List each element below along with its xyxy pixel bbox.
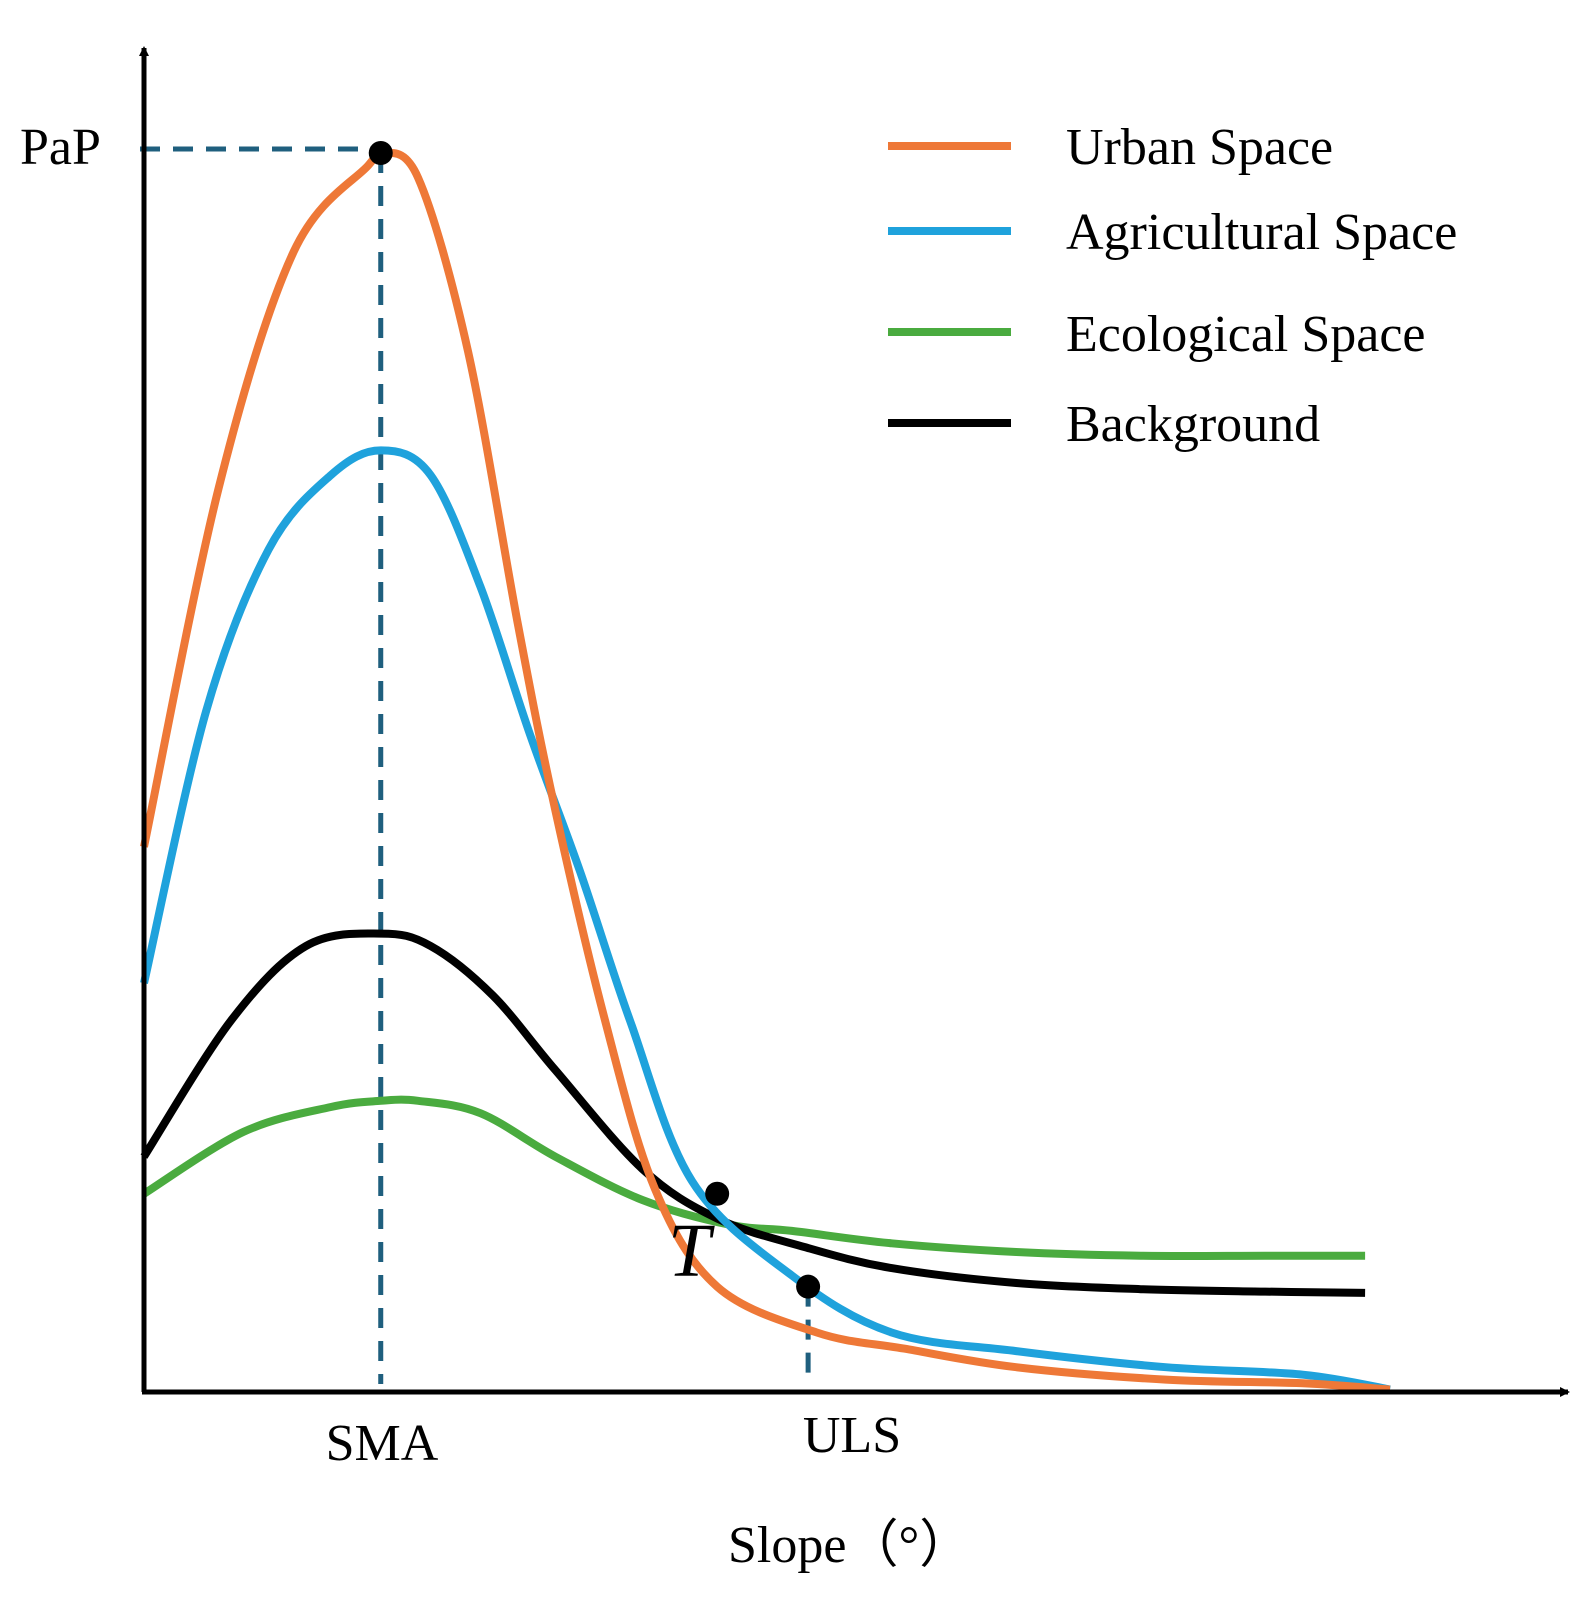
ecological-space-line	[141, 1095, 1366, 1260]
urban-space-line	[140, 147, 1391, 1394]
legend-item-urban: Urban Space	[888, 119, 1333, 176]
sma-peak-point	[368, 141, 393, 165]
uls-point	[796, 1274, 821, 1299]
series-group	[140, 147, 1391, 1394]
sma-tick-label: SMA	[326, 1415, 439, 1472]
key-points	[368, 141, 821, 1299]
legend: Urban Space Agricultural Space Ecologica…	[888, 119, 1457, 453]
guide-lines	[140, 146, 811, 1384]
axes	[139, 46, 1570, 1397]
agricultural-space-line	[140, 446, 1391, 1394]
legend-label-background: Background	[1066, 396, 1320, 453]
t-point-label: T	[668, 1209, 715, 1293]
t-point	[705, 1181, 730, 1206]
uls-tick-label: ULS	[803, 1407, 901, 1464]
legend-item-background: Background	[888, 396, 1320, 453]
x-axis-label: Slope（°）	[728, 1517, 971, 1574]
y-axis-label: PaP	[20, 119, 101, 176]
legend-label-urban: Urban Space	[1066, 119, 1333, 176]
legend-label-agri: Agricultural Space	[1066, 204, 1457, 261]
legend-label-eco: Ecological Space	[1066, 306, 1426, 363]
legend-item-eco: Ecological Space	[888, 306, 1426, 363]
legend-item-agri: Agricultural Space	[888, 204, 1457, 261]
background-line	[140, 929, 1366, 1297]
